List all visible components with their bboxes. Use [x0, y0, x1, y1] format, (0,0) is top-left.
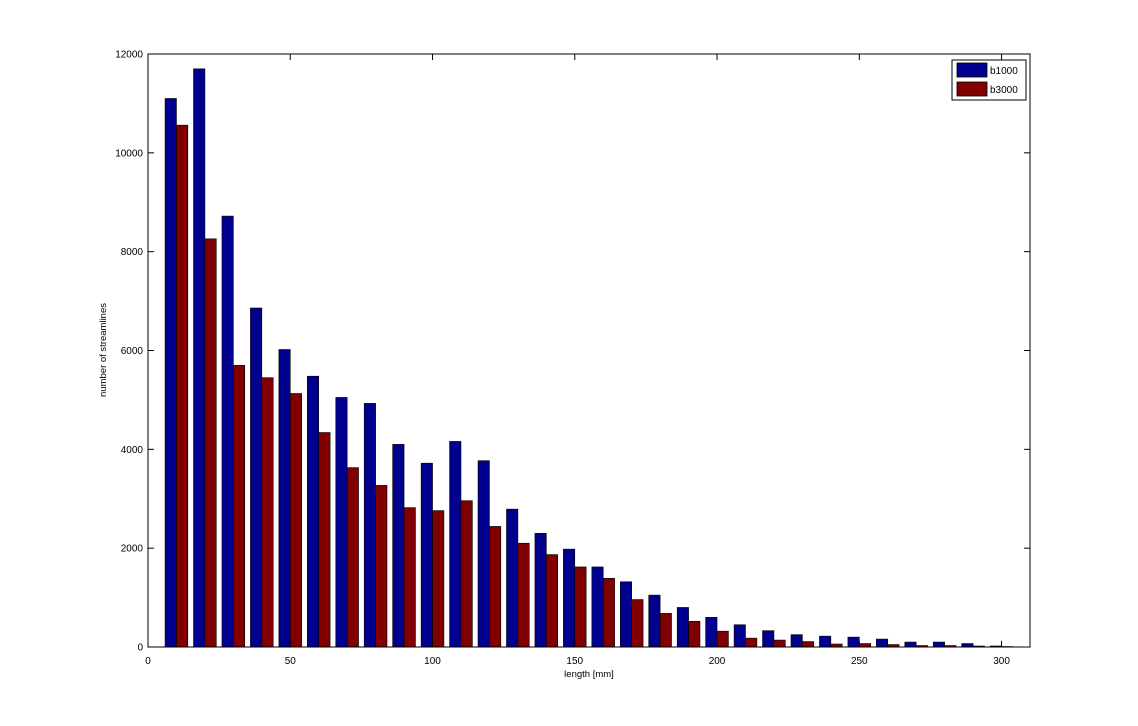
bar-b3000-60	[318, 432, 331, 648]
y-tick-label: 6000	[121, 346, 144, 357]
bar-b1000-190	[676, 607, 689, 648]
bar-b1000-290	[961, 643, 974, 648]
bar-b1000-30	[221, 215, 234, 648]
bar-b3000-30	[233, 365, 246, 648]
x-tick-label: 250	[851, 656, 868, 667]
y-tick-label: 8000	[121, 247, 144, 258]
x-tick-label: 300	[993, 656, 1010, 667]
bar-b3000-100	[432, 510, 445, 648]
x-tick-label: 150	[566, 656, 583, 667]
bar-b1000-200	[705, 617, 718, 648]
bar-b3000-50	[289, 393, 302, 648]
bar-b1000-100	[420, 462, 433, 648]
bar-b1000-270	[904, 641, 917, 648]
bar-b1000-20	[193, 68, 206, 648]
bar-b1000-180	[648, 594, 661, 648]
x-tick-label: 100	[424, 656, 441, 667]
bar-b3000-40	[261, 377, 274, 648]
y-tick-label: 12000	[115, 50, 143, 61]
bar-b3000-20	[204, 238, 217, 648]
y-axis: 0 2000 4000 6000 8000 10000 12000	[115, 50, 1030, 654]
bar-b1000-150	[563, 548, 576, 648]
bar-b3000-120	[489, 526, 502, 648]
bar-b3000-140	[546, 554, 559, 648]
bar-b1000-70	[335, 397, 348, 648]
bar-b3000-150	[574, 566, 587, 648]
bar-b1000-60	[307, 375, 320, 648]
bar-b3000-90	[403, 507, 416, 648]
bar-b3000-110	[460, 500, 473, 648]
bar-b3000-180	[659, 613, 672, 648]
bar-b3000-220	[773, 639, 786, 648]
bar-b1000-90	[392, 444, 405, 648]
bar-b3000-170	[631, 599, 644, 648]
bar-b1000-170	[619, 581, 632, 648]
x-tick-label: 200	[709, 656, 726, 667]
bar-b3000-160	[602, 578, 615, 648]
bar-b3000-70	[346, 467, 359, 648]
bar-b1000-50	[278, 349, 291, 648]
bar-b3000-130	[517, 542, 530, 648]
y-tick-label: 10000	[115, 148, 143, 159]
bar-b3000-200	[716, 630, 729, 648]
y-tick-label: 2000	[121, 544, 144, 555]
bar-b1000-260	[876, 638, 889, 648]
x-tick-label: 0	[145, 656, 151, 667]
bar-b1000-120	[477, 460, 490, 648]
y-axis-label: number of streamlines	[98, 303, 109, 397]
bar-b3000-230	[802, 641, 815, 648]
bar-b1000-250	[847, 636, 860, 648]
bar-b1000-80	[363, 403, 376, 648]
bar-b1000-140	[534, 533, 547, 648]
bar-b3000-250	[858, 643, 871, 648]
bar-b1000-110	[449, 441, 462, 648]
bars-b3000	[176, 124, 1014, 648]
legend-swatch-b3000	[956, 81, 988, 97]
bar-b1000-280	[932, 641, 945, 648]
bar-b1000-40	[250, 307, 263, 648]
bar-b3000-210	[745, 637, 758, 648]
bar-b3000-190	[688, 620, 701, 648]
x-axis: 0 50 100 150 200 250 300	[145, 54, 1010, 667]
bar-b3000-10	[176, 124, 189, 648]
legend-label-b1000: b1000	[990, 66, 1018, 77]
bar-b1000-210	[733, 624, 746, 648]
legend: b1000 b3000	[951, 59, 1027, 101]
legend-swatch-b1000	[956, 62, 988, 78]
legend-label-b3000: b3000	[990, 85, 1018, 96]
bar-b1000-10	[164, 98, 177, 648]
bar-b1000-220	[762, 630, 775, 648]
y-tick-label: 4000	[121, 445, 144, 456]
y-tick-label: 0	[137, 643, 143, 654]
x-axis-label: length [mm]	[564, 669, 614, 680]
bar-b3000-80	[375, 485, 388, 648]
bar-b1000-130	[506, 508, 519, 648]
bar-b1000-230	[790, 634, 803, 648]
bar-b1000-160	[591, 566, 604, 648]
bar-b1000-240	[819, 635, 832, 648]
x-tick-label: 50	[285, 656, 297, 667]
